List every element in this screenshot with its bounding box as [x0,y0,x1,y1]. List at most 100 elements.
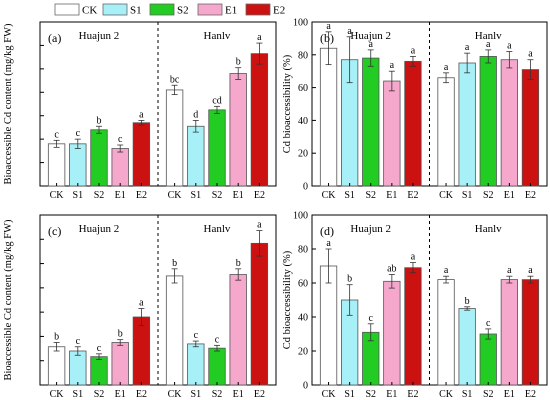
y-tick-label: 60 [298,83,308,94]
group-label: Huajun 2 [350,223,391,235]
bar-ck [47,143,66,187]
legend-swatch [102,3,128,16]
bar-s2 [362,57,380,187]
significance-letter: a [257,220,262,231]
x-tick-label: S1 [73,389,84,400]
significance-letter: b [172,258,177,269]
x-tick-label: E2 [525,389,536,400]
y-tick-label: 80 [298,50,308,61]
x-tick-label: CK [322,190,337,201]
significance-letter: b [118,329,123,340]
x-tick-label: S1 [344,389,355,400]
x-tick-label: S1 [191,190,202,201]
legend-swatch [245,3,271,16]
y-axis-label: Bioaccessible Cd content (mg/kg FW) [3,23,14,184]
significance-letter: a [347,26,352,37]
x-tick-label: CK [168,190,183,201]
bar-s1 [69,143,87,187]
significance-letter: cd [212,95,221,106]
significance-letter: b [347,274,352,285]
bar-ck [437,77,455,187]
x-tick-label: E2 [525,190,536,201]
x-tick-label: E2 [254,389,265,400]
bar-s1 [69,350,87,386]
significance-letter: b [54,332,59,343]
bar-e2 [250,242,269,386]
x-tick-label: CK [50,190,65,201]
significance-letter: a [507,265,512,276]
panel-label: (d) [320,224,334,238]
x-tick-label: S2 [212,389,223,400]
x-tick-label: S1 [73,190,84,201]
legend-item-e1: E1 [197,3,237,17]
significance-letter: c [76,128,81,139]
bar-e1 [500,279,518,386]
y-axis-label: Bioaccessible Cd content (mg/kg FW) [3,219,14,380]
bar-ck [165,89,184,187]
y-axis-label: Cd bioaccessibility (%) [282,54,293,153]
significance-letter: b [465,296,470,307]
legend-item-ck: CK [54,3,97,17]
bar-e2 [404,60,422,187]
significance-letter: c [76,336,81,347]
x-tick-label: E1 [504,389,515,400]
bar-e1 [383,80,401,187]
group-label: Hanlv [204,223,231,235]
bar-e2 [521,69,540,187]
bar-e1 [500,59,518,187]
legend-swatch [54,3,80,16]
x-tick-label: S1 [344,190,355,201]
group-label: Huajun 2 [79,30,120,42]
group-label: Huajun 2 [350,30,391,42]
bar-s2 [208,109,226,187]
x-tick-label: E1 [233,190,244,201]
bar-e1 [111,148,129,187]
x-tick-label: E1 [504,190,515,201]
bar-s2 [90,356,108,386]
significance-letter: c [194,330,199,341]
bar-s1 [458,62,476,187]
x-tick-label: S2 [212,190,223,201]
bar-s1 [187,343,205,386]
panel-d: 0 20 40 60 80 100 Cd bioaccessibility (%) (d) Hu… [282,211,548,400]
bar-ck [47,346,66,386]
significance-letter: a [411,45,416,56]
panel-label: (a) [48,31,61,45]
group-label: Huajun 2 [79,223,120,235]
x-tick-label: S1 [462,190,473,201]
x-tick-label: E2 [136,389,147,400]
bar-e2 [132,316,151,386]
y-tick-label: 60 [298,279,308,290]
significance-letter: b [97,115,102,126]
bar-s1 [187,125,205,187]
x-tick-label: CK [168,389,183,400]
bar-s2 [479,333,497,386]
bar-e2 [404,267,422,386]
significance-letter: a [486,39,491,50]
bar-ck [437,279,455,386]
significance-letter: a [390,60,395,71]
x-tick-label: E1 [386,190,397,201]
significance-letter: c [97,343,102,354]
x-tick-label: S2 [94,389,105,400]
chart-panels: Bioaccessible Cd content (mg/kg FW) (a) Hu… [3,18,548,400]
significance-letter: b [236,258,241,269]
x-tick-label: E1 [115,389,126,400]
x-tick-label: CK [50,389,65,400]
bar-s2 [90,129,108,187]
legend: CK S1 S2 E1 E2 [54,3,285,17]
bar-e1 [229,73,247,187]
y-tick-label: 80 [298,245,308,256]
y-tick-label: 0 [303,381,308,392]
significance-letter: a [465,42,470,53]
legend-swatch [197,3,223,16]
bar-e1 [383,280,401,386]
group-label: Hanlv [475,223,502,235]
bar-s1 [458,308,476,386]
y-tick-label: 100 [293,211,308,222]
bar-ck [319,47,338,187]
legend-item-e2: E2 [245,3,285,17]
x-tick-label: CK [439,389,454,400]
group-label: Hanlv [475,30,502,42]
significance-letter: a [369,39,374,50]
